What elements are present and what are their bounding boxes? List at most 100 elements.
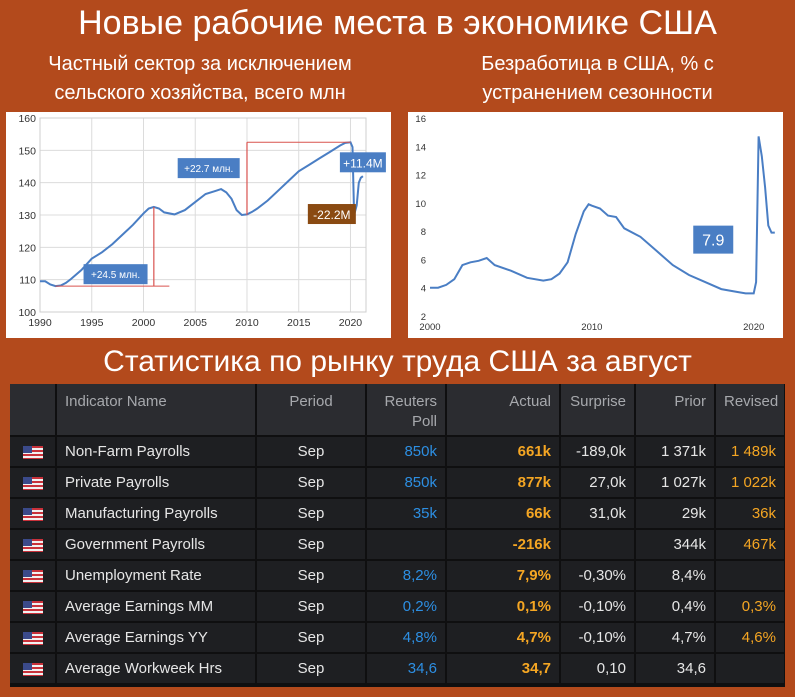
annotation-label: -22.2M bbox=[313, 208, 350, 222]
us-flag-icon bbox=[22, 662, 43, 676]
us-flag-icon bbox=[22, 631, 43, 645]
x-tick-label: 2015 bbox=[287, 317, 311, 329]
right-chart-title-line1: Безработица в США, % с bbox=[481, 53, 714, 75]
header-actual[interactable]: Actual bbox=[446, 384, 561, 437]
revised-cell bbox=[715, 560, 785, 592]
us-flag-icon bbox=[10, 436, 57, 468]
header-poll-line2: Poll bbox=[411, 413, 437, 430]
header-period[interactable]: Period bbox=[256, 384, 367, 437]
y-tick-label: 16 bbox=[415, 114, 426, 125]
header-revised[interactable]: Revised bbox=[715, 384, 785, 437]
surprise-cell: -189,0k bbox=[560, 436, 636, 468]
labor-stats-table-container: Indicator Name Period Reuters Poll Actual… bbox=[10, 384, 785, 687]
table-row[interactable]: Average Earnings MM Sep 0,2% 0,1% -0,10% 0,4%… bbox=[10, 591, 785, 623]
annotation-label-bg bbox=[83, 264, 148, 285]
x-tick-label: 2000 bbox=[419, 322, 440, 333]
series-line bbox=[40, 141, 364, 288]
period-cell: Sep bbox=[256, 622, 367, 654]
us-flag-icon bbox=[10, 467, 57, 499]
us-flag-icon bbox=[10, 622, 57, 654]
surprise-cell: -0,10% bbox=[560, 591, 636, 623]
table-row[interactable]: Non-Farm Payrolls Sep 850k 661k -189,0k 1 371… bbox=[10, 436, 785, 468]
y-tick-label: 10 bbox=[415, 199, 426, 210]
y-tick-label: 2 bbox=[421, 312, 426, 323]
period-cell: Sep bbox=[256, 653, 367, 685]
indicator-name[interactable]: Average Workweek Hrs bbox=[56, 653, 257, 685]
poll-cell: 850k bbox=[366, 436, 447, 468]
left-chart-title-line1: Частный сектор за исключением bbox=[48, 53, 352, 75]
actual-cell: 66k bbox=[446, 498, 561, 530]
actual-cell: 0,1% bbox=[446, 591, 561, 623]
actual-cell: -216k bbox=[446, 529, 561, 561]
table-section-title: Статистика по рынку труда США за август bbox=[103, 345, 692, 378]
table-row[interactable]: Private Payrolls Sep 850k 877k 27,0k 1 027k 1 … bbox=[10, 467, 785, 499]
indicator-name[interactable]: Average Earnings YY bbox=[56, 622, 257, 654]
table-row[interactable]: Average Earnings YY Sep 4,8% 4,7% -0,10% 4,7%… bbox=[10, 622, 785, 654]
y-tick-label: 120 bbox=[18, 242, 36, 254]
revised-cell: 4,6% bbox=[715, 622, 785, 654]
us-flag-icon bbox=[22, 507, 43, 521]
employment-chart: 100 110 120 130 140 150 160 1990 1995 2000 2005 201… bbox=[18, 113, 386, 329]
indicator-name[interactable]: Average Earnings MM bbox=[56, 591, 257, 623]
y-tick-label: 8 bbox=[421, 227, 426, 238]
y-tick-label: 100 bbox=[18, 307, 36, 319]
prior-cell: 29k bbox=[635, 498, 716, 530]
revised-cell: 0,3% bbox=[715, 591, 785, 623]
x-tick-label: 2000 bbox=[132, 317, 156, 329]
header-prior[interactable]: Prior bbox=[635, 384, 716, 437]
header-indicator[interactable]: Indicator Name bbox=[56, 384, 257, 437]
header-poll-line1: Reuters bbox=[384, 393, 437, 410]
y-tick-label: 14 bbox=[415, 142, 426, 153]
y-tick-label: 140 bbox=[18, 178, 36, 190]
us-flag-icon bbox=[22, 569, 43, 583]
actual-cell: 34,7 bbox=[446, 653, 561, 685]
period-cell: Sep bbox=[256, 529, 367, 561]
table-row[interactable]: Government Payrolls Sep -216k 344k 467k bbox=[10, 529, 785, 561]
poll-cell: 34,6 bbox=[366, 653, 447, 685]
surprise-cell bbox=[560, 529, 636, 561]
y-tick-label: 12 bbox=[415, 171, 426, 182]
surprise-cell: 27,0k bbox=[560, 467, 636, 499]
table-row[interactable]: Manufacturing Payrolls Sep 35k 66k 31,0k 29k 3… bbox=[10, 498, 785, 530]
actual-cell: 4,7% bbox=[446, 622, 561, 654]
header-reuters-poll[interactable]: Reuters Poll bbox=[366, 384, 447, 437]
x-tick-label: 1990 bbox=[28, 317, 52, 329]
indicator-name[interactable]: Private Payrolls bbox=[56, 467, 257, 499]
annotation-label: 7.9 bbox=[702, 233, 724, 250]
annotation-label: +22.7 млн. bbox=[184, 164, 233, 175]
actual-cell: 661k bbox=[446, 436, 561, 468]
annotation-label-bg bbox=[693, 225, 734, 254]
prior-cell: 344k bbox=[635, 529, 716, 561]
y-tick-label: 150 bbox=[18, 145, 36, 157]
prior-cell: 8,4% bbox=[635, 560, 716, 592]
annotation-label-bg bbox=[177, 158, 240, 179]
period-cell: Sep bbox=[256, 498, 367, 530]
annotation-label: +24.5 млн. bbox=[91, 270, 140, 281]
table-header-row: Indicator Name Period Reuters Poll Actual… bbox=[10, 384, 785, 437]
period-cell: Sep bbox=[256, 591, 367, 623]
x-tick-label: 2020 bbox=[743, 322, 764, 333]
surprise-cell: 0,10 bbox=[560, 653, 636, 685]
header-surprise[interactable]: Surprise bbox=[560, 384, 636, 437]
actual-cell: 7,9% bbox=[446, 560, 561, 592]
annotation-label-bg bbox=[307, 204, 356, 225]
poll-cell: 4,8% bbox=[366, 622, 447, 654]
prior-cell: 34,6 bbox=[635, 653, 716, 685]
us-flag-icon bbox=[10, 498, 57, 530]
period-cell: Sep bbox=[256, 436, 367, 468]
y-tick-label: 6 bbox=[421, 255, 426, 266]
indicator-name[interactable]: Non-Farm Payrolls bbox=[56, 436, 257, 468]
right-chart-title-line2: устранением сезонности bbox=[482, 82, 713, 104]
indicator-name[interactable]: Government Payrolls bbox=[56, 529, 257, 561]
table-row[interactable]: Unemployment Rate Sep 8,2% 7,9% -0,30% 8,4% bbox=[10, 560, 785, 592]
indicator-name[interactable]: Unemployment Rate bbox=[56, 560, 257, 592]
revised-cell: 1 022k bbox=[715, 467, 785, 499]
indicator-name[interactable]: Manufacturing Payrolls bbox=[56, 498, 257, 530]
left-chart-title-line2: сельского хозяйства, всего млн bbox=[54, 82, 346, 104]
right-chart-title: Безработица в США, % с устранением сезон… bbox=[400, 50, 795, 110]
revised-cell: 36k bbox=[715, 498, 785, 530]
revised-cell: 467k bbox=[715, 529, 785, 561]
table-row[interactable]: Average Workweek Hrs Sep 34,6 34,7 0,10 34,6 bbox=[10, 653, 785, 685]
y-tick-label: 4 bbox=[421, 284, 426, 295]
poll-cell: 850k bbox=[366, 467, 447, 499]
